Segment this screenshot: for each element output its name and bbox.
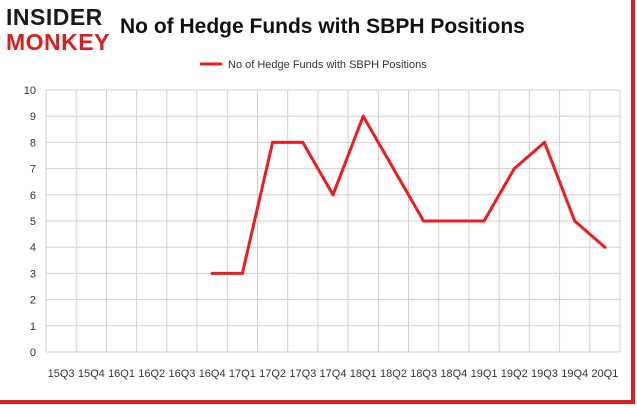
x-tick-label: 20Q1 [591,368,618,380]
insider-monkey-logo: INSIDER MONKEY [6,6,118,56]
y-tick-label: 8 [30,137,36,149]
series-layer [210,114,607,275]
data-point [603,245,607,249]
x-tick-label: 16Q1 [108,368,135,380]
data-point [210,271,214,275]
y-tick-label: 0 [30,347,36,359]
x-tick-label: 18Q2 [380,368,407,380]
x-tick-label: 17Q1 [229,368,256,380]
data-point [542,140,546,144]
x-tick-label: 18Q1 [350,368,377,380]
x-tick-label: 17Q2 [259,368,286,380]
x-tick-label: 18Q3 [410,368,437,380]
legend: No of Hedge Funds with SBPH Positions [200,59,427,71]
x-tick-label: 15Q4 [78,368,105,380]
y-tick-label: 3 [30,268,36,280]
y-tick-label: 9 [30,111,36,123]
series-line-0 [210,114,607,275]
x-tick-label: 18Q4 [440,368,467,380]
data-point [301,140,305,144]
x-tick-label: 19Q1 [471,368,498,380]
legend-label: No of Hedge Funds with SBPH Positions [228,59,427,71]
x-tick-label: 16Q2 [138,368,165,380]
x-tick-label: 17Q4 [320,368,347,380]
y-tick-label: 6 [30,190,36,202]
y-tick-label: 2 [30,295,36,307]
chart-title: No of Hedge Funds with SBPH Positions [120,15,525,38]
x-axis-ticks: 15Q3 15Q4 16Q1 16Q2 16Q3 16Q4 17Q1 17Q2 17Q3 17Q4… [48,368,619,380]
logo-line-2: MONKEY [6,29,110,55]
data-point [391,167,395,171]
x-tick-label: 19Q2 [501,368,528,380]
data-point [240,271,244,275]
x-tick-label: 17Q3 [289,368,316,380]
data-point [452,219,456,223]
grid-lines [45,89,621,353]
y-tick-label: 7 [30,164,36,176]
y-tick-label: 1 [30,321,36,333]
y-axis-ticks: 0 1 2 3 4 5 6 7 8 9 10 [24,85,36,359]
data-point [361,114,365,118]
x-tick-label: 15Q3 [48,368,75,380]
x-tick-label: 19Q3 [531,368,558,380]
x-tick-label: 16Q4 [199,368,226,380]
y-tick-label: 5 [30,216,36,228]
data-point [482,219,486,223]
data-point [271,140,275,144]
logo-line-1: INSIDER [6,4,103,30]
data-point [331,193,335,197]
x-tick-label: 19Q4 [561,368,588,380]
data-point [422,219,426,223]
y-tick-label: 10 [24,85,36,97]
x-tick-label: 16Q3 [168,368,195,380]
y-tick-label: 4 [30,242,36,254]
data-point [512,167,516,171]
data-point [573,219,577,223]
